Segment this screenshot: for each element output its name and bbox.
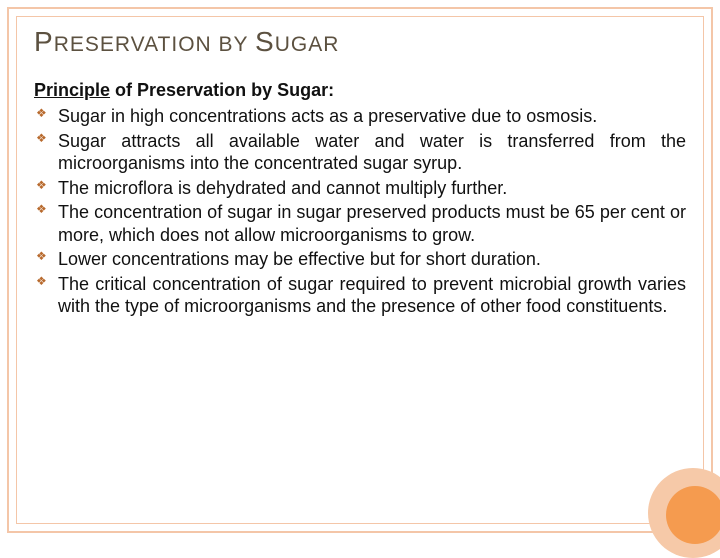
list-item: The concentration of sugar in sugar pres… — [34, 201, 686, 246]
slide: PRESERVATION BY SUGAR Principle of Prese… — [0, 0, 720, 540]
frame-line-right — [711, 7, 713, 533]
subtitle-rest: of Preservation by Sugar: — [110, 80, 334, 100]
frame-inner-bottom — [16, 523, 704, 524]
list-item: The microflora is dehydrated and cannot … — [34, 177, 686, 200]
list-item: Sugar in high concentrations acts as a p… — [34, 105, 686, 128]
title-p-large: P — [34, 26, 54, 57]
list-item: Sugar attracts all available water and w… — [34, 130, 686, 175]
list-item: Lower concentrations may be effective bu… — [34, 248, 686, 271]
subtitle-underlined: Principle — [34, 80, 110, 100]
title-s-large: S — [255, 26, 275, 57]
content-area: PRESERVATION BY SUGAR Principle of Prese… — [34, 26, 686, 320]
frame-line-left — [7, 7, 9, 533]
frame-inner-left — [16, 16, 17, 524]
title-ugar: UGAR — [275, 33, 340, 56]
bullet-list: Sugar in high concentrations acts as a p… — [34, 105, 686, 318]
title-reservation: RESERVATION — [54, 33, 212, 56]
slide-title: PRESERVATION BY SUGAR — [34, 26, 686, 58]
frame-line-bottom — [7, 531, 713, 533]
frame-line-top — [7, 7, 713, 9]
list-item: The critical concentration of sugar requ… — [34, 273, 686, 318]
frame-inner-top — [16, 16, 704, 17]
corner-disc-inner — [666, 486, 720, 544]
subtitle: Principle of Preservation by Sugar: — [34, 80, 686, 101]
frame-inner-right — [703, 16, 704, 524]
title-by: BY — [212, 33, 255, 56]
